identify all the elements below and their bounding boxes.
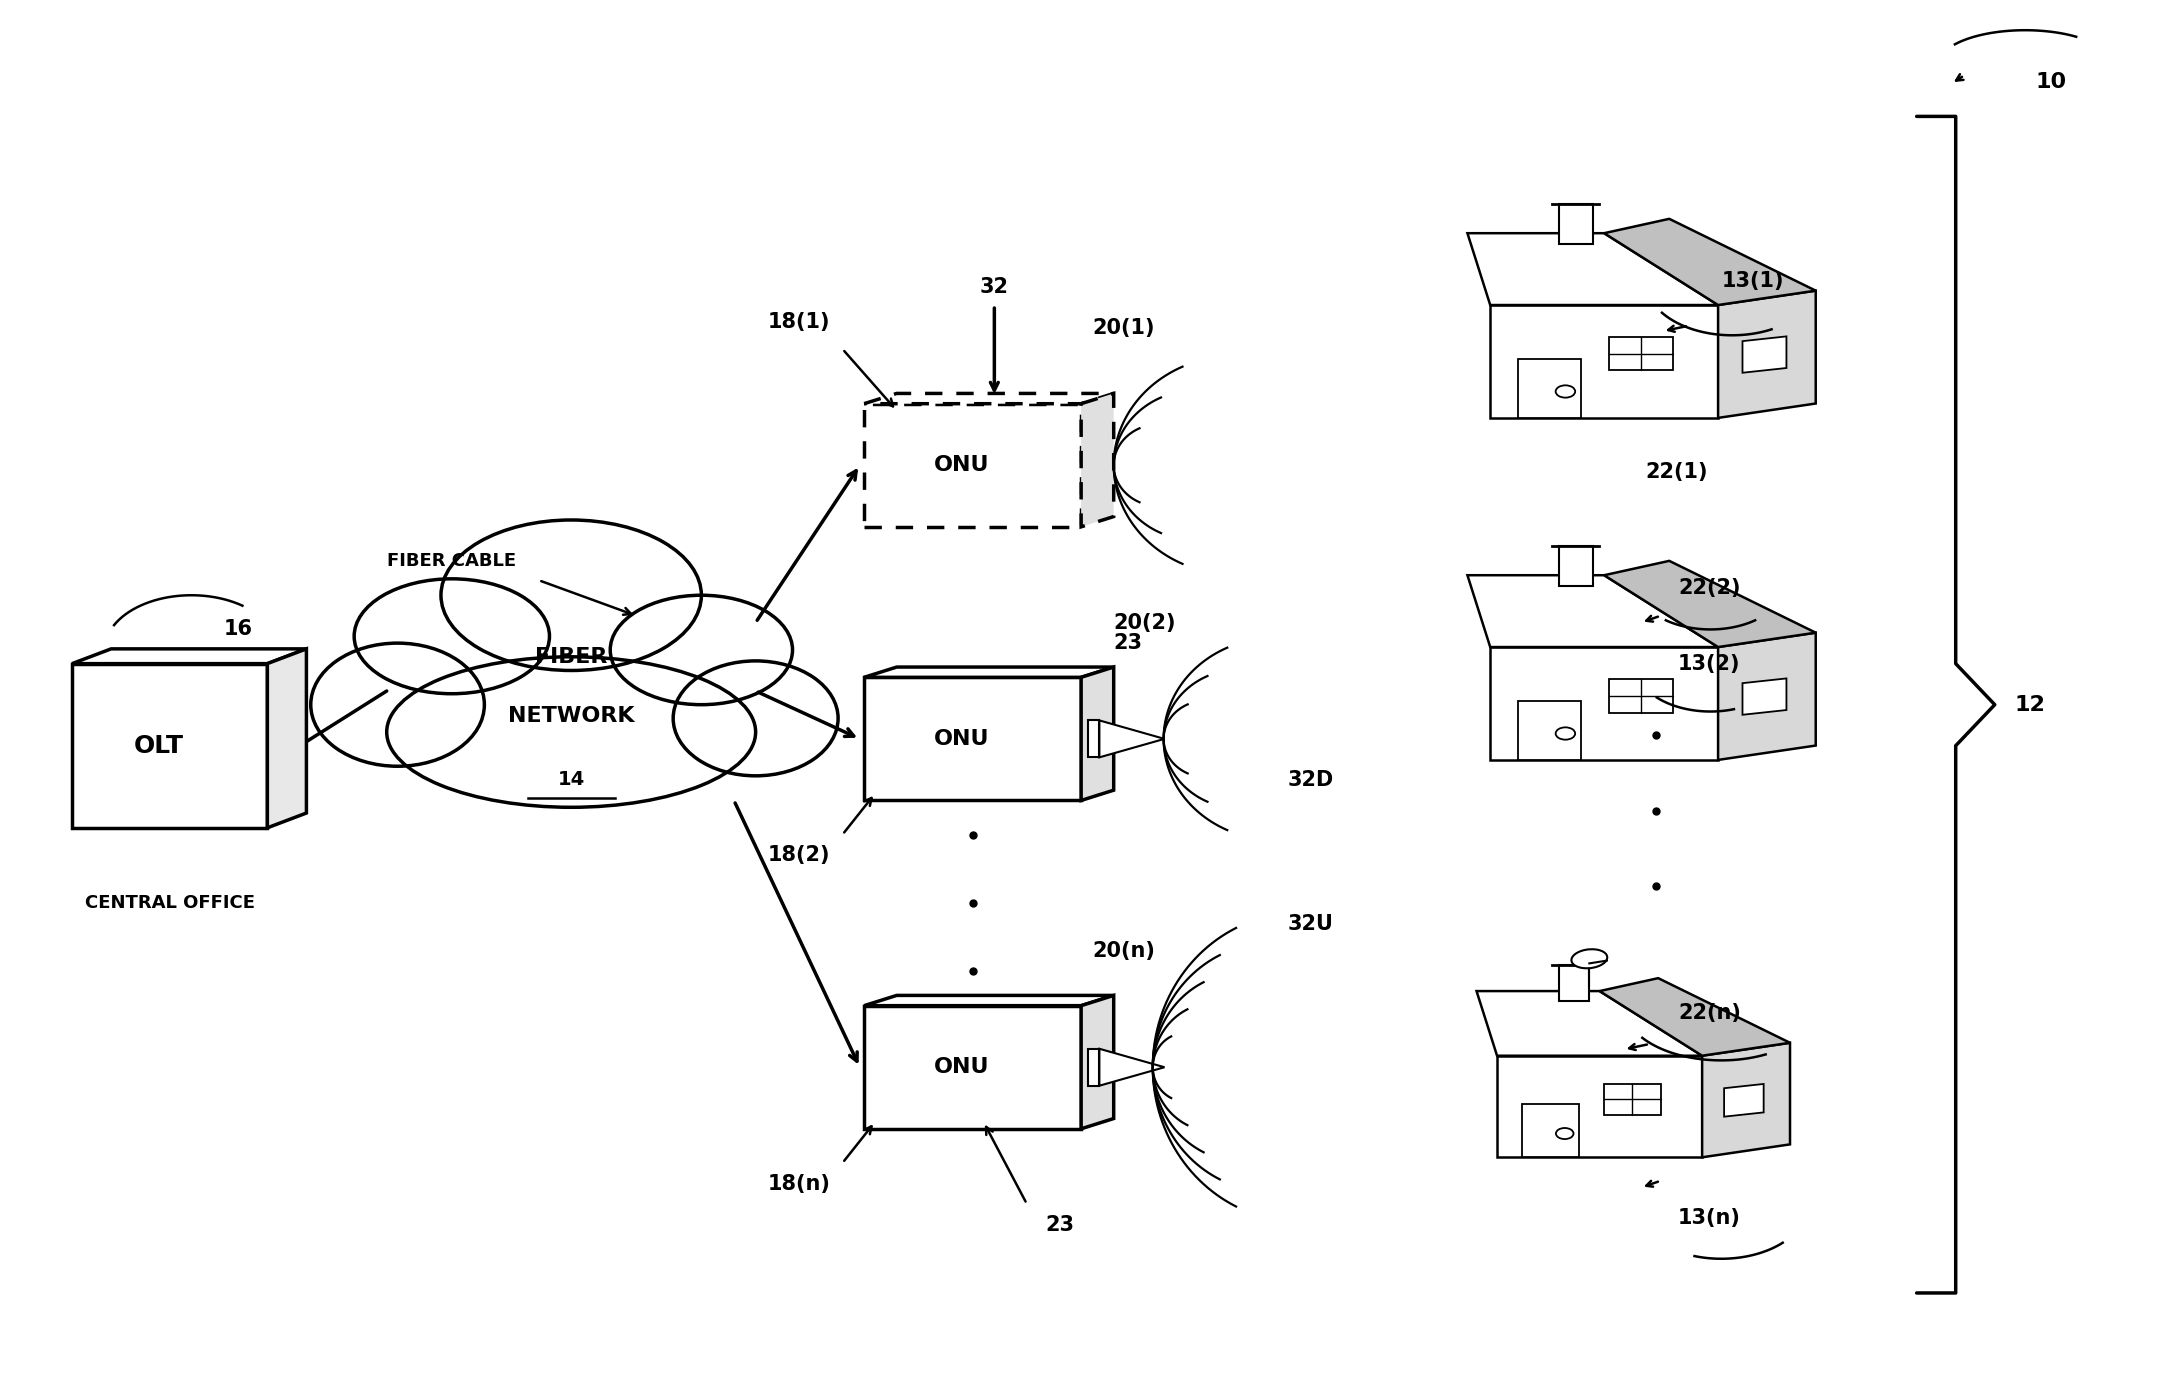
Ellipse shape (609, 596, 793, 705)
Text: 22(n): 22(n) (1677, 1002, 1741, 1023)
Text: 12: 12 (2014, 695, 2044, 714)
Polygon shape (865, 394, 1114, 404)
Ellipse shape (354, 579, 550, 694)
Polygon shape (1723, 1083, 1765, 1117)
Polygon shape (266, 650, 306, 828)
Bar (1088, 720, 1099, 757)
Polygon shape (1599, 978, 1791, 1056)
Polygon shape (1701, 1043, 1791, 1157)
Polygon shape (1743, 679, 1787, 714)
Bar (865, 677, 1081, 800)
Text: ONU: ONU (935, 728, 989, 749)
Text: 23: 23 (1114, 633, 1142, 654)
Text: 32U: 32U (1286, 914, 1332, 934)
Text: 32D: 32D (1286, 770, 1334, 791)
Bar (865, 404, 1081, 527)
Polygon shape (1099, 720, 1164, 757)
Text: 14: 14 (557, 770, 585, 789)
Polygon shape (1489, 305, 1719, 417)
Polygon shape (1496, 1056, 1701, 1157)
Ellipse shape (310, 643, 485, 766)
Circle shape (1555, 386, 1575, 398)
Polygon shape (1468, 575, 1719, 647)
Polygon shape (1743, 336, 1787, 373)
Ellipse shape (673, 661, 839, 775)
Bar (1610, 679, 1673, 713)
Bar (1522, 1104, 1579, 1157)
Text: 18(2): 18(2) (769, 846, 830, 865)
Text: FIBER CABLE: FIBER CABLE (387, 551, 515, 569)
Polygon shape (1081, 394, 1114, 527)
Ellipse shape (387, 656, 756, 807)
Polygon shape (1719, 290, 1815, 417)
Text: 20(n): 20(n) (1092, 941, 1155, 960)
Circle shape (1555, 1128, 1572, 1139)
Polygon shape (1603, 218, 1815, 305)
Polygon shape (1099, 1049, 1164, 1086)
Bar (1559, 965, 1590, 1001)
Text: ONU: ONU (935, 455, 989, 475)
Bar (1518, 701, 1581, 760)
Text: 16: 16 (225, 619, 253, 640)
Text: 10: 10 (2035, 72, 2066, 93)
Bar (1559, 205, 1592, 245)
Ellipse shape (1572, 949, 1607, 969)
Polygon shape (1476, 991, 1701, 1056)
Polygon shape (72, 650, 306, 663)
Text: 18(1): 18(1) (769, 311, 830, 332)
Polygon shape (1468, 234, 1719, 305)
Ellipse shape (441, 520, 701, 670)
Text: NETWORK: NETWORK (509, 706, 633, 726)
Polygon shape (1489, 647, 1719, 760)
Text: 13(n): 13(n) (1677, 1208, 1741, 1227)
Polygon shape (1081, 995, 1114, 1129)
Text: FIBER: FIBER (535, 647, 607, 666)
Text: OLT: OLT (133, 734, 183, 757)
Bar (1088, 1049, 1099, 1086)
Text: 22(1): 22(1) (1645, 462, 1708, 482)
Text: 13(1): 13(1) (1721, 271, 1784, 290)
Circle shape (1555, 727, 1575, 739)
Text: ONU: ONU (935, 1057, 989, 1077)
Polygon shape (1081, 668, 1114, 800)
Text: 20(2): 20(2) (1114, 612, 1177, 633)
Text: 32: 32 (981, 278, 1009, 297)
Polygon shape (865, 995, 1114, 1006)
Text: 20(1): 20(1) (1092, 318, 1155, 339)
Text: 23: 23 (1044, 1215, 1075, 1234)
Text: 18(n): 18(n) (767, 1173, 830, 1194)
Bar (865, 1006, 1081, 1129)
Polygon shape (865, 668, 1114, 677)
Bar (72, 663, 266, 828)
Bar (1518, 359, 1581, 417)
Bar (1610, 337, 1673, 370)
Bar (1559, 546, 1592, 586)
Text: CENTRAL OFFICE: CENTRAL OFFICE (85, 894, 256, 912)
Text: 22(2): 22(2) (1677, 579, 1741, 598)
Bar (1603, 1083, 1662, 1115)
Polygon shape (1719, 633, 1815, 760)
Polygon shape (1603, 561, 1815, 647)
Text: 13(2): 13(2) (1677, 654, 1741, 673)
